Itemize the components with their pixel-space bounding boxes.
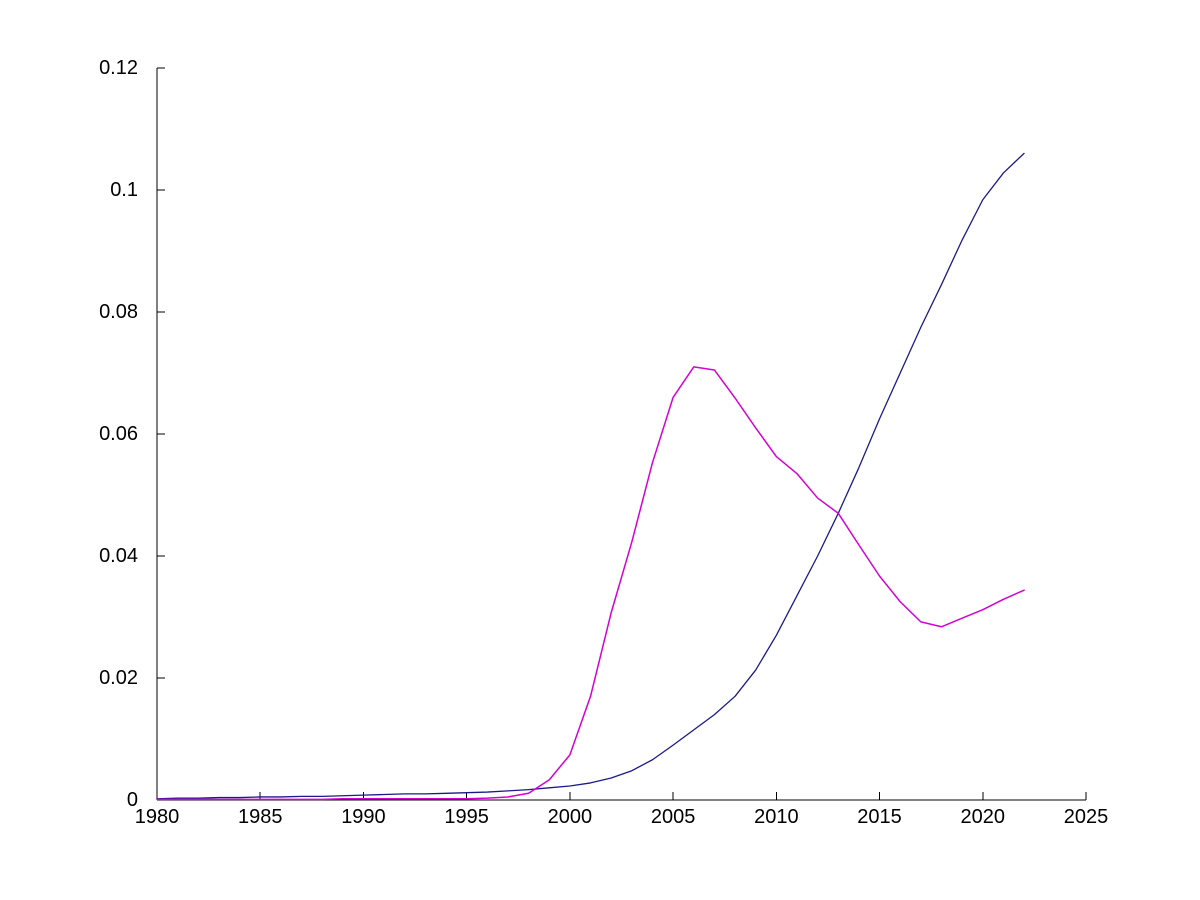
y-tick-label: 0.02: [99, 667, 138, 689]
y-tick-label: 0.12: [99, 57, 138, 79]
y-tick-label: 0.08: [99, 301, 138, 323]
x-tick-label: 1985: [237, 806, 283, 828]
y-tick-label: 0.06: [99, 423, 138, 445]
y-tick-label: 0.04: [99, 545, 138, 567]
x-tick-label: 2005: [650, 806, 696, 828]
data-series: [156, 152, 1025, 801]
x-tick-label: 2000: [547, 806, 593, 828]
y-tick-label: 0.1: [110, 179, 138, 201]
y-tick-label: 0: [126, 789, 138, 811]
x-tick-label: 2015: [857, 806, 902, 828]
dark-blue-line: [156, 152, 1025, 800]
x-tick-label: 2010: [754, 806, 799, 828]
magenta-line: [156, 366, 1025, 801]
x-tick-label: 1980: [134, 806, 180, 828]
axes: [156, 67, 1087, 801]
x-tick-label: 2020: [960, 806, 1006, 828]
x-tick-label: 2025: [1063, 806, 1109, 828]
x-tick-label: 1995: [444, 806, 489, 828]
y-ticks: [157, 67, 165, 801]
x-tick-label: 1990: [341, 806, 386, 828]
